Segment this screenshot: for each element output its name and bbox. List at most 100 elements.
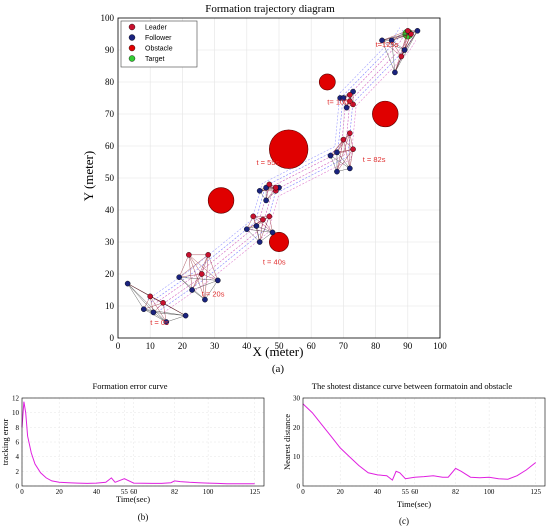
y-tick-label: 90: [105, 45, 115, 55]
y-tick-label: 6: [16, 439, 20, 447]
formation-edge: [336, 139, 344, 172]
leader-marker: [340, 136, 347, 143]
follower-marker: [140, 306, 147, 313]
formation-edge: [246, 229, 260, 243]
formation-group: t = 40s: [243, 213, 286, 266]
formation-edge: [330, 155, 338, 172]
formation-edge: [256, 225, 273, 233]
leader-marker: [186, 251, 192, 258]
formation-edge: [330, 155, 350, 169]
legend-follower-marker: [128, 34, 136, 41]
leader-marker: [398, 53, 405, 60]
formation-edge: [149, 296, 167, 323]
legend: Leader Follower Obstacle Target: [120, 20, 198, 68]
formation-edge: [127, 283, 144, 310]
x-tick-label: 82: [452, 488, 460, 496]
formation-group: t = 20s: [176, 251, 225, 303]
leader-marker: [160, 299, 166, 306]
caption-c: (c): [399, 516, 409, 526]
trajectory-path: [150, 30, 404, 303]
follower-marker: [256, 187, 263, 194]
x-tick-label: 100: [484, 488, 495, 496]
x-tick-label: 70: [339, 341, 349, 351]
formation-group: t=125s: [376, 27, 421, 76]
y-tick-label: 10: [293, 453, 301, 461]
formation-edge: [246, 228, 273, 233]
follower-marker: [269, 229, 276, 236]
leader-marker: [266, 213, 273, 220]
y-tick-label: 30: [105, 237, 115, 247]
chart-title: Formation trajectory diagram: [205, 3, 335, 15]
formation-edge: [204, 280, 219, 300]
follower-marker: [176, 274, 182, 281]
legend-leader-label: Leader: [145, 25, 167, 32]
y-tick-label: 80: [105, 77, 115, 87]
chart-title: The shotest distance curve between forma…: [312, 381, 513, 391]
formation-edge: [188, 254, 218, 281]
formation-edge: [336, 152, 351, 169]
formation-edge: [394, 30, 409, 73]
x-tick-label: 60: [411, 488, 419, 496]
follower-marker: [215, 277, 221, 284]
caption-a: (a): [272, 363, 285, 375]
y-tick-label: 50: [105, 173, 115, 183]
leader-marker: [347, 92, 353, 98]
formation-edge: [404, 30, 418, 51]
follower-marker: [256, 239, 263, 245]
x-axis-label: X (meter): [253, 344, 304, 359]
x-tick-label: 20: [178, 341, 188, 351]
x-tick-label: 125: [530, 488, 541, 496]
follower-marker: [379, 37, 385, 44]
follower-marker: [253, 223, 260, 229]
formation-edge: [201, 254, 209, 275]
y-tick-label: 20: [105, 269, 115, 279]
trajectory-path: [157, 35, 410, 308]
follower-marker: [182, 312, 189, 319]
follower-marker: [243, 226, 250, 232]
x-tick-label: 90: [403, 341, 413, 351]
follower-marker: [189, 287, 195, 293]
legend-target-marker: [128, 55, 136, 62]
x-tick-label: 50: [275, 341, 285, 351]
time-label: t = 82s: [363, 155, 386, 164]
formation-edge: [179, 254, 209, 278]
time-label: t= 100s: [327, 97, 352, 106]
x-tick-label: 125: [249, 488, 260, 496]
formation-edge: [127, 283, 186, 316]
formation-edge: [404, 30, 409, 51]
leader-marker: [250, 213, 257, 220]
leader-marker: [347, 98, 353, 104]
formation-edge: [191, 280, 218, 291]
leader-marker: [272, 184, 279, 191]
formation-edge: [166, 315, 186, 323]
formation-edge: [127, 283, 167, 323]
legend-leader-marker: [128, 23, 136, 31]
y-tick-label: 20: [293, 424, 301, 432]
obstacle-circle: [207, 187, 235, 214]
x-tick-label: 80: [371, 341, 381, 351]
formation-edge: [179, 273, 202, 278]
y-tick-label: 10: [12, 409, 20, 417]
leader-marker: [205, 251, 211, 258]
follower-marker: [401, 47, 408, 53]
leader-marker: [347, 130, 353, 136]
axis-ticks: 0 20 40 55 60 82 100 125 0 2 4 6 8 10 12: [12, 395, 260, 497]
x-tick-label: 55: [121, 488, 129, 496]
formation-edge: [330, 148, 354, 156]
y-tick-label: 4: [16, 453, 20, 461]
time-label: t = 20s: [202, 289, 225, 298]
x-tick-label: 20: [337, 488, 345, 496]
follower-marker: [202, 296, 208, 303]
chart-title: Formation error curve: [92, 381, 167, 391]
follower-marker: [347, 165, 353, 172]
follower-marker: [388, 37, 395, 44]
formation-edge: [336, 133, 351, 153]
legend-obstacle-label: Obstacle: [145, 46, 173, 53]
y-axis-label: Nearest distance: [282, 414, 292, 470]
y-tick-label: 0: [16, 483, 20, 491]
formation-edge: [246, 216, 270, 230]
formation-edge: [391, 40, 396, 73]
follower-marker: [340, 95, 347, 101]
formation-edge: [204, 254, 209, 300]
